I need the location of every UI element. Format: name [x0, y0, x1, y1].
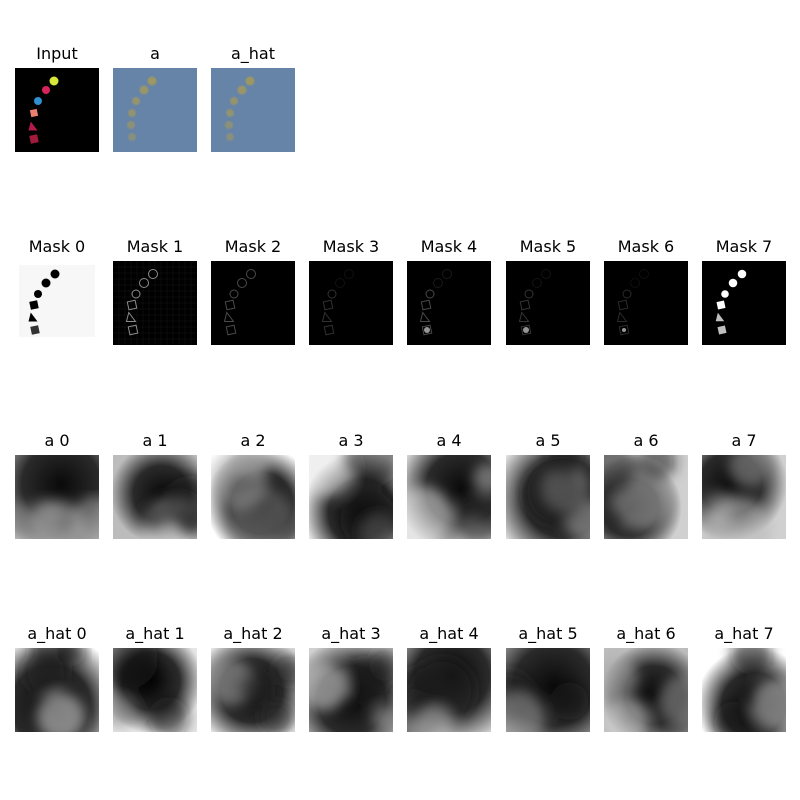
- panel-image: [506, 261, 590, 345]
- panel-title: a_hat 6: [616, 624, 676, 643]
- panel-image: [211, 455, 295, 539]
- panel-title: Mask 7: [715, 237, 773, 256]
- panel-title: a_hat 4: [419, 624, 479, 643]
- panel-image: [211, 68, 295, 152]
- panel-image: [113, 68, 197, 152]
- panel-title: a 7: [731, 431, 757, 450]
- panel-title: a_hat 2: [223, 624, 283, 643]
- panel-image: [604, 648, 688, 732]
- panel-image: [407, 261, 491, 345]
- panel-title: a 1: [142, 431, 168, 450]
- panel-image: [309, 648, 393, 732]
- panel-title: a 6: [633, 431, 659, 450]
- panel-title: a_hat 3: [321, 624, 381, 643]
- panel-image: [15, 261, 99, 345]
- panel-image: [702, 455, 786, 539]
- panel-title: a 2: [240, 431, 266, 450]
- panel-title: a: [150, 44, 160, 63]
- panel-title: a 3: [338, 431, 364, 450]
- panel-title: a_hat 1: [125, 624, 185, 643]
- panel-title: Mask 0: [28, 237, 86, 256]
- panel-image: [211, 261, 295, 345]
- panel-image: [702, 648, 786, 732]
- panel-title: a_hat: [230, 44, 276, 63]
- panel-image: [604, 261, 688, 345]
- panel-title: a_hat 5: [518, 624, 578, 643]
- panel-image: [15, 68, 99, 152]
- panel-image: [113, 261, 197, 345]
- panel-title: Mask 2: [224, 237, 282, 256]
- panel-title: a_hat 0: [27, 624, 87, 643]
- panel-title: Mask 5: [519, 237, 577, 256]
- panel-image: [211, 648, 295, 732]
- panel-image: [113, 455, 197, 539]
- panel-image: [407, 648, 491, 732]
- panel-title: Input: [36, 44, 78, 63]
- panel-title: a 4: [436, 431, 462, 450]
- panel-image: [15, 455, 99, 539]
- panel-image: [407, 455, 491, 539]
- panel-title: Mask 3: [322, 237, 380, 256]
- panel-image: [15, 648, 99, 732]
- panel-image: [309, 261, 393, 345]
- panel-image: [113, 648, 197, 732]
- panel-title: a 0: [44, 431, 70, 450]
- panel-image: [702, 261, 786, 345]
- panel-title: Mask 6: [617, 237, 675, 256]
- panel-title: a 5: [535, 431, 561, 450]
- panel-image: [309, 455, 393, 539]
- panel-title: a_hat 7: [714, 624, 774, 643]
- panel-image: [604, 455, 688, 539]
- panel-image: [506, 455, 590, 539]
- panel-title: Mask 4: [420, 237, 478, 256]
- panel-image: [506, 648, 590, 732]
- panel-title: Mask 1: [126, 237, 184, 256]
